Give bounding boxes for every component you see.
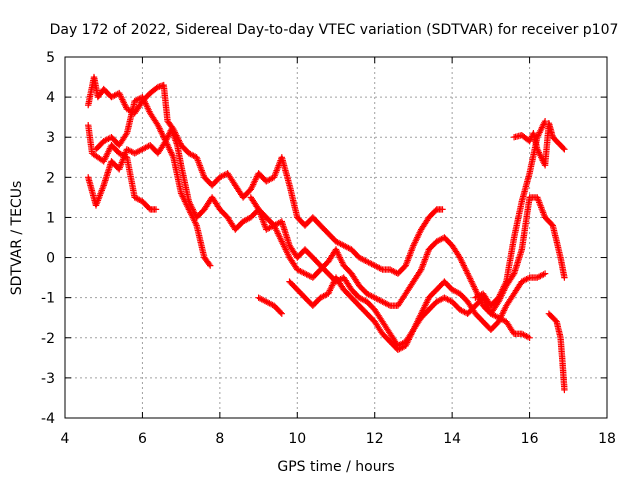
y-tick-label: 0 <box>46 251 55 267</box>
y-tick-label: -4 <box>41 411 55 427</box>
data-point <box>541 270 549 277</box>
x-tick-label: 16 <box>521 431 539 447</box>
y-axis-label: SDTVAR / TECUs <box>9 181 25 296</box>
data-point <box>206 261 213 268</box>
series-track-3 <box>85 122 160 213</box>
data-point <box>278 310 285 317</box>
series-track-1 <box>85 73 446 277</box>
y-tick-label: 5 <box>46 50 55 66</box>
data-point <box>526 334 533 341</box>
x-axis-label: GPS time / hours <box>277 459 394 475</box>
data-point <box>512 265 519 272</box>
series-track-9 <box>510 120 568 169</box>
data-point <box>541 118 549 125</box>
data-point <box>561 146 568 153</box>
y-tick-label: 4 <box>46 90 55 106</box>
x-tick-label: 10 <box>288 431 306 447</box>
data-point <box>152 206 160 213</box>
series-track-2 <box>85 126 568 317</box>
x-tick-label: 6 <box>138 431 147 447</box>
y-tick-label: -3 <box>41 371 55 387</box>
chart-title: Day 172 of 2022, Sidereal Day-to-day VTE… <box>50 22 619 38</box>
data-point <box>548 221 555 228</box>
data-point <box>561 274 568 281</box>
data-marks <box>85 73 568 394</box>
series-track-7 <box>286 270 549 353</box>
y-tick-label: -1 <box>41 291 55 307</box>
x-tick-label: 4 <box>61 431 70 447</box>
y-tick-label: 1 <box>46 210 55 226</box>
data-point <box>385 301 392 309</box>
y-tick-label: -2 <box>41 331 55 347</box>
y-tick-label: 2 <box>46 170 55 186</box>
data-point <box>153 84 160 92</box>
y-tick-label: 3 <box>46 130 55 146</box>
data-point <box>509 271 517 279</box>
x-tick-label: 12 <box>366 431 384 447</box>
series-track-4 <box>92 93 214 269</box>
data-point <box>277 309 284 316</box>
data-point <box>439 206 446 213</box>
series-track-8 <box>472 118 549 309</box>
series-track-10 <box>545 310 568 394</box>
series-track-5 <box>247 194 533 349</box>
data-point <box>560 145 567 152</box>
x-tick-label: 18 <box>598 431 616 447</box>
series-track-6 <box>255 294 285 317</box>
x-tick-label: 14 <box>443 431 461 447</box>
data-point <box>207 262 214 269</box>
x-tick-label: 8 <box>215 431 224 447</box>
data-point <box>122 131 130 138</box>
plot-frame <box>64 56 608 419</box>
data-point <box>561 386 568 394</box>
